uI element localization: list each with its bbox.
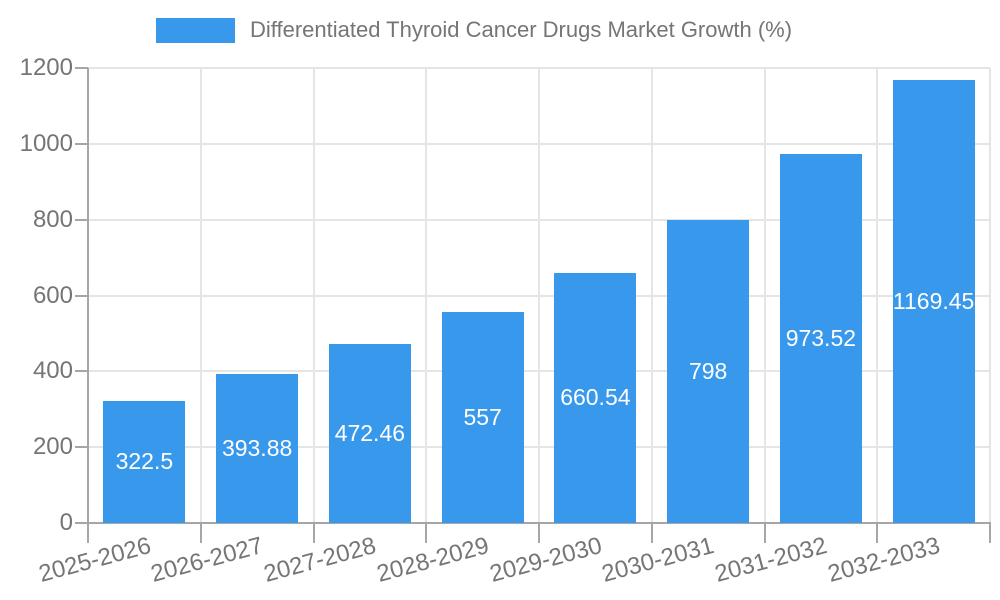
x-gridline	[199, 68, 202, 523]
x-axis-tick	[876, 523, 879, 543]
y-tick-label: 800	[32, 205, 73, 233]
bar-value-label: 557	[463, 403, 502, 430]
y-axis-tick	[75, 294, 88, 297]
x-axis-tick	[538, 523, 540, 543]
bar-value-label: 322.5	[115, 448, 174, 475]
x-gridline	[538, 68, 540, 523]
bar-value-label: 973.52	[785, 324, 857, 351]
x-tick-label: 2027-2028	[261, 532, 379, 588]
y-tick-label: 600	[32, 281, 73, 309]
bar: 472.46	[328, 343, 411, 523]
x-axis-tick	[989, 523, 991, 543]
y-tick-label: 1200	[19, 54, 73, 81]
x-gridline	[763, 68, 766, 523]
bar-value-label: 798	[688, 358, 728, 385]
bar-value-label: 660.54	[560, 384, 631, 411]
x-gridline	[312, 68, 315, 523]
y-axis-tick	[75, 218, 88, 221]
bar: 798	[667, 220, 750, 523]
bar-value-label: 1169.45	[892, 287, 975, 314]
x-gridline	[989, 68, 991, 523]
x-axis-line	[87, 522, 991, 524]
x-axis-tick	[763, 523, 766, 543]
x-tick-label: 2025-2026	[35, 532, 154, 588]
y-axis-tick	[75, 370, 88, 373]
legend-label: Differentiated Thyroid Cancer Drugs Mark…	[250, 17, 793, 42]
y-axis-tick	[75, 446, 88, 449]
x-gridline	[876, 68, 879, 523]
x-axis-tick	[87, 523, 89, 543]
x-tick-label: 2026-2027	[148, 532, 267, 588]
x-gridline	[425, 68, 428, 523]
bar-value-label: 472.46	[334, 419, 406, 446]
bar-value-label: 393.88	[221, 434, 293, 461]
bar: 660.54	[554, 272, 637, 523]
x-tick-label: 2032-2033	[824, 532, 943, 588]
bar: 557	[441, 311, 524, 523]
x-tick-label: 2030-2031	[599, 532, 718, 588]
x-tick-label: 2028-2029	[373, 532, 492, 588]
x-axis-tick	[425, 523, 428, 543]
y-axis-line	[87, 68, 89, 523]
y-tick-label: 200	[32, 433, 73, 461]
y-tick-label: 400	[32, 357, 73, 385]
bar: 322.5	[103, 400, 186, 523]
bar: 973.52	[779, 153, 862, 523]
y-axis-tick	[75, 67, 88, 69]
y-axis-tick	[75, 522, 88, 524]
x-axis-tick	[650, 523, 653, 543]
x-tick-label: 2029-2030	[486, 532, 605, 588]
y-tick-label: 0	[59, 509, 73, 536]
bar: 393.88	[216, 373, 299, 523]
x-tick-label: 2031-2032	[712, 532, 830, 588]
legend-swatch[interactable]	[156, 18, 235, 43]
y-axis-tick	[75, 142, 88, 145]
x-axis-tick	[199, 523, 202, 543]
x-axis-tick	[312, 523, 315, 543]
bar: 1169.45	[892, 79, 975, 523]
y-tick-label: 1000	[19, 129, 73, 157]
x-gridline	[650, 68, 653, 523]
